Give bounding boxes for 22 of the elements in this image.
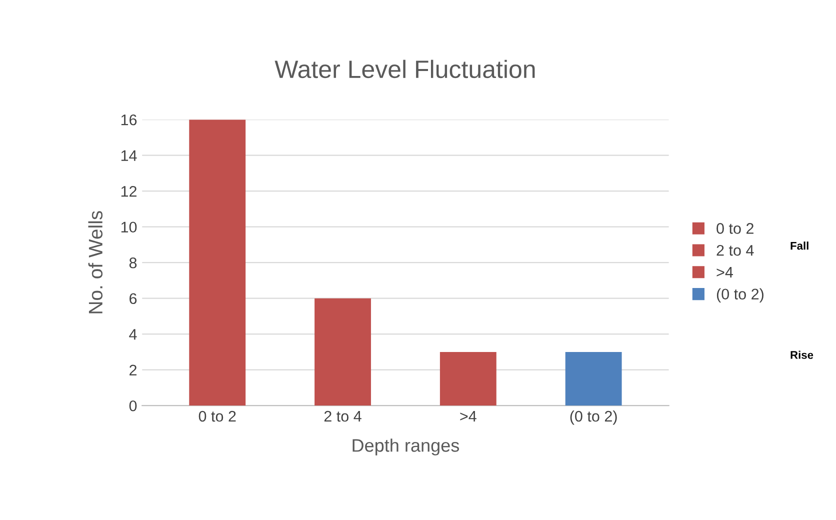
y-tick-label: 0 — [129, 400, 137, 412]
y-tick-label: 8 — [129, 257, 137, 268]
y-tick-label: 6 — [130, 293, 137, 304]
y-tick-label: 14 — [121, 150, 137, 161]
chart-title: Water Level Fluctuation — [274, 60, 535, 78]
y-axis-title: No. of Wells — [88, 211, 103, 314]
legend-label: 0 to 2 — [716, 223, 754, 234]
x-tick-label: >4 — [460, 411, 476, 422]
x-tick-label: 0 to 2 — [198, 410, 236, 422]
y-tick-label: 12 — [121, 186, 136, 197]
y-tick-label: 16 — [121, 114, 137, 126]
x-tick-label: (0 to 2) — [570, 410, 617, 425]
text: Rise — [790, 350, 814, 359]
legend-label: >4 — [716, 266, 733, 278]
y-tick-label: 10 — [121, 222, 137, 233]
legend-label: (0 to 2) — [716, 288, 764, 303]
x-tick-label: 2 to 4 — [324, 410, 362, 422]
x-axis-title: Depth ranges — [352, 438, 460, 456]
y-tick-label: 4 — [129, 329, 137, 340]
legend-label: 2 to 4 — [716, 244, 754, 256]
y-tick-label: 2 — [130, 364, 136, 376]
text: Fall — [790, 242, 808, 250]
